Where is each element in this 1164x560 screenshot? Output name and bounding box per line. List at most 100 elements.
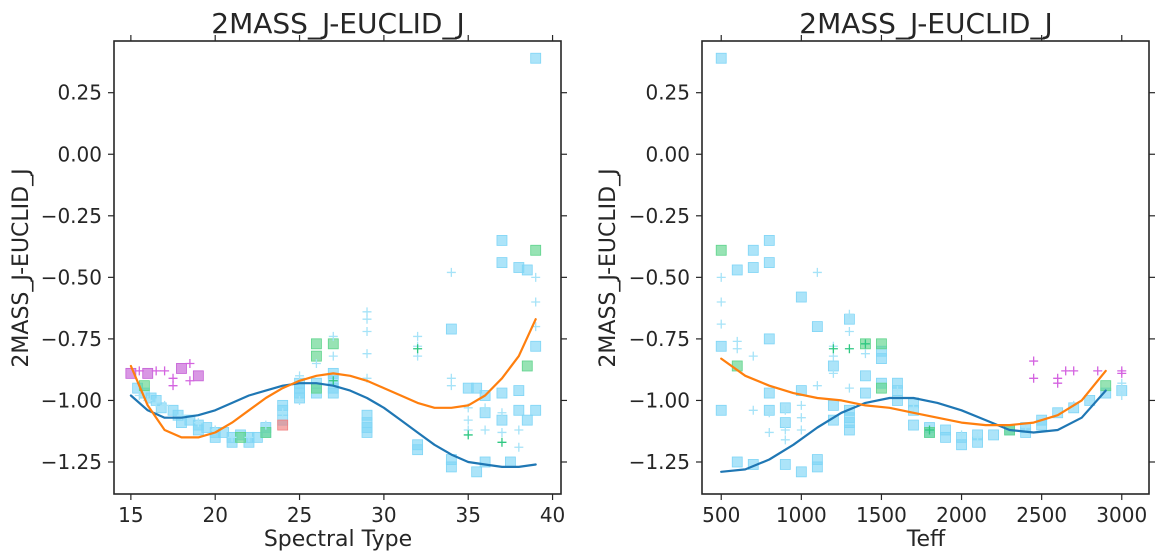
data-point-plus [844,383,854,393]
x-tick-label: 1000 [776,503,827,527]
data-point-plus [1069,366,1079,376]
data-point-plus [480,425,490,435]
data-point-plus [828,344,838,354]
data-point-plus [514,442,524,452]
data-point-square [311,338,322,350]
data-point-plus [328,351,338,361]
right-chart: 2MASS_J-EUCLID_J Teff 2MASS_J-EUCLID_J 5… [596,7,1155,552]
data-point-square [876,353,887,364]
x-tick-label: 15 [118,503,143,527]
data-point-square [827,399,839,411]
data-point-plus [446,267,456,277]
data-point-plus [732,344,742,354]
data-point-square [277,419,289,431]
data-point-square [445,461,457,473]
y-tick-label: 0.00 [57,142,102,166]
data-point-plus [160,400,170,410]
data-point-plus [1029,373,1039,383]
data-point-square [445,323,457,335]
x-tick-label: 30 [371,503,396,527]
data-point-square [513,385,525,396]
data-point-plus [531,272,541,282]
data-point-square [843,424,855,436]
data-point-plus [828,368,838,378]
data-point-plus [844,309,854,319]
data-point-square [361,427,373,438]
data-point-plus [362,349,372,359]
data-point-plus [463,415,473,425]
data-point-square [795,291,807,303]
data-point-plus [780,435,790,445]
data-point-plus [716,272,726,282]
left-chart: 2MASS_J-EUCLID_J Spectral Type 2MASS_J-E… [9,7,567,552]
data-point-plus [1029,356,1039,366]
data-point-square [715,340,727,352]
data-point-square [530,244,542,256]
data-point-plus [160,366,170,376]
data-point-plus [134,366,144,376]
data-point-plus [973,432,983,442]
right-chart-ticks: 500 1000 1500 2000 2500 3000 0.25 0.00 −0.25 −0.5… [629,35,1155,527]
x-tick-label: 20 [202,503,227,527]
data-point-plus [1093,366,1103,376]
y-tick-label: −0.75 [41,327,102,351]
data-point-plus [311,359,321,369]
data-point-square [142,367,154,379]
data-point-plus [514,425,524,435]
data-point-plus [227,432,237,442]
y-tick-label: −0.50 [41,265,102,289]
data-point-plus [328,376,338,386]
data-point-square [715,52,727,64]
data-point-square [747,244,759,256]
data-point-plus [844,327,854,337]
data-point-square [521,414,533,426]
data-point-square [471,466,483,478]
left-chart-ticks: 15 20 25 30 35 40 0.25 0.00 −0.25 −0.50 −0.75 −1.00… [41,35,567,527]
y-tick-label: −1.25 [41,450,102,474]
data-point-square [876,338,887,350]
data-point-square [412,444,424,456]
x-tick-label: 1500 [856,503,907,527]
left-chart-plot-frame [113,40,562,495]
data-point-square [763,257,775,268]
data-point-square [715,404,727,416]
data-point-plus [748,405,758,415]
data-point-plus [925,425,935,435]
y-tick-label: −0.50 [629,265,690,289]
fit-line [129,382,537,468]
data-point-square [763,235,775,246]
y-tick-label: 0.25 [57,81,102,105]
left-chart-title: 2MASS_J-EUCLID_J [211,7,464,40]
x-tick-label: 25 [287,503,312,527]
data-point-square [811,321,823,332]
data-point-plus [295,395,305,405]
data-point-plus [780,405,790,415]
y-tick-label: −0.25 [629,204,690,228]
y-tick-label: 0.25 [645,81,690,105]
data-point-plus [796,425,806,435]
data-point-square [192,370,204,382]
y-tick-label: 0.00 [645,142,690,166]
left-chart-x-axis-label: Spectral Type [264,527,412,552]
data-point-square [521,360,533,372]
data-point-square [715,244,727,256]
data-point-plus [328,331,338,341]
data-point-plus [812,381,822,391]
data-point-square [530,340,542,352]
data-point-plus [413,331,423,341]
data-point-square [795,466,807,478]
data-point-plus [151,398,161,408]
data-point-square [779,459,791,470]
data-point-square [235,431,246,443]
data-point-plus [531,297,541,307]
data-point-plus [278,408,288,418]
data-point-plus [480,403,490,413]
data-point-square [763,387,775,399]
data-point-plus [193,418,203,428]
data-point-plus [892,386,902,396]
x-tick-label: 35 [455,503,480,527]
data-point-plus [151,366,161,376]
data-point-square [496,387,508,399]
data-point-square [763,333,775,345]
